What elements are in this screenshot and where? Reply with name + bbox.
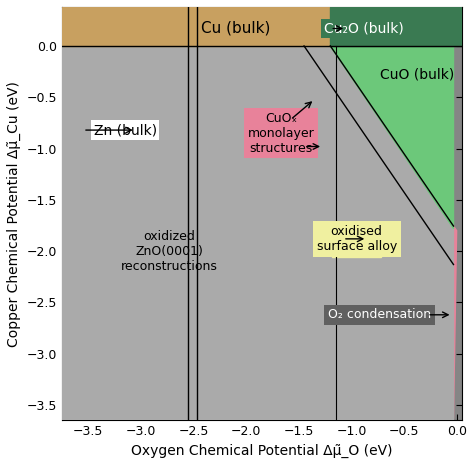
Polygon shape	[330, 46, 454, 227]
Text: Cu (bulk): Cu (bulk)	[201, 21, 270, 36]
X-axis label: Oxygen Chemical Potential Δμ̃_O (eV): Oxygen Chemical Potential Δμ̃_O (eV)	[131, 444, 392, 458]
Polygon shape	[332, 226, 381, 257]
Text: O₂ condensation: O₂ condensation	[328, 308, 431, 321]
Text: Cu₂O (bulk): Cu₂O (bulk)	[324, 21, 404, 35]
Text: oxidised
surface alloy: oxidised surface alloy	[317, 225, 397, 253]
Polygon shape	[62, 7, 330, 46]
Polygon shape	[454, 7, 462, 420]
Text: CuO (bulk): CuO (bulk)	[380, 68, 454, 82]
Polygon shape	[330, 7, 462, 46]
Text: Zn (bulk): Zn (bulk)	[93, 123, 157, 137]
Polygon shape	[62, 46, 454, 420]
Y-axis label: Copper Chemical Potential Δμ̃_Cu (eV): Copper Chemical Potential Δμ̃_Cu (eV)	[7, 81, 21, 347]
Text: oxidized
ZnO(0001)
reconstructions: oxidized ZnO(0001) reconstructions	[121, 230, 218, 272]
Text: CuOₓ
monolayer
structures: CuOₓ monolayer structures	[247, 112, 314, 155]
Polygon shape	[199, 46, 456, 419]
